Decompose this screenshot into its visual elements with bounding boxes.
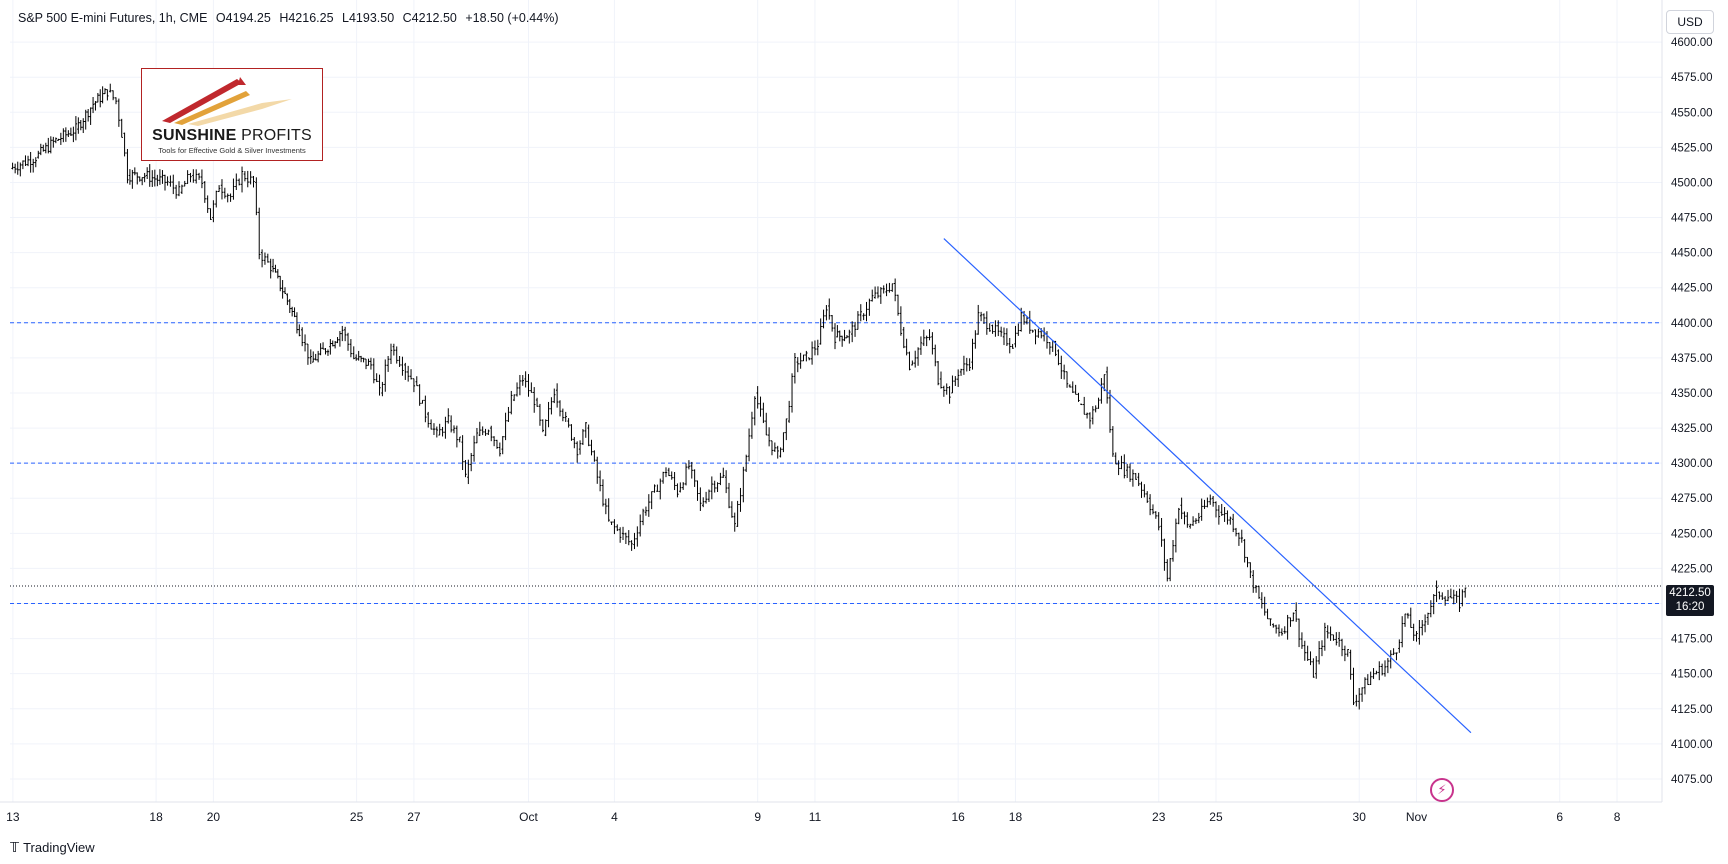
price-tick-label: 4600.00 [1671, 37, 1713, 49]
time-tick-label: 30 [1353, 810, 1367, 824]
price-tick-label: 4450.00 [1671, 248, 1713, 260]
chart-legend-header: S&P 500 E-mini Futures, 1h, CME O4194.25… [18, 11, 563, 25]
price-tick-label: 4175.00 [1671, 634, 1713, 646]
price-series [11, 83, 1467, 710]
time-tick-label: 27 [407, 810, 421, 824]
lightning-icon[interactable]: ⚡ [1430, 778, 1454, 802]
time-tick-label: Oct [519, 810, 538, 824]
time-tick-label: Nov [1406, 810, 1427, 824]
logo-tagline: Tools for Effective Gold & Silver Invest… [158, 146, 306, 155]
time-tick-label: 16 [951, 810, 965, 824]
price-tick-label: 4375.00 [1671, 353, 1713, 365]
horizontal-levels [10, 322, 1662, 605]
price-tick-label: 4475.00 [1671, 213, 1713, 225]
price-tick-label: 4100.00 [1671, 739, 1713, 751]
tradingview-brand: TradingView [23, 840, 95, 855]
price-tick-label: 4575.00 [1671, 72, 1713, 84]
change-value: +18.50 (+0.44%) [465, 11, 559, 25]
time-tick-label: 8 [1614, 810, 1621, 824]
price-axis[interactable]: 4075.004100.004125.004150.004175.004200.… [1671, 37, 1713, 786]
logo-swoosh-icon [162, 77, 292, 126]
price-tick-label: 4325.00 [1671, 423, 1713, 435]
currency-button[interactable]: USD [1666, 10, 1714, 34]
time-tick-label: 4 [611, 810, 618, 824]
symbol-label[interactable]: S&P 500 E-mini Futures, 1h, CME [18, 11, 208, 25]
time-tick-label: 13 [6, 810, 20, 824]
price-tick-label: 4300.00 [1671, 458, 1713, 470]
logo-brand-text: SUNSHINE PROFITS [142, 127, 322, 145]
price-tick-label: 4500.00 [1671, 177, 1713, 189]
logo-brand-thin: PROFITS [241, 127, 312, 144]
price-tick-label: 4225.00 [1671, 563, 1713, 575]
time-tick-label: 25 [1209, 810, 1223, 824]
price-tick-label: 4350.00 [1671, 388, 1713, 400]
tradingview-attribution[interactable]: 𝕋 TradingView [10, 840, 95, 856]
logo-brand-bold: SUNSHINE [152, 127, 237, 144]
price-tick-label: 4400.00 [1671, 318, 1713, 330]
price-tick-label: 4550.00 [1671, 107, 1713, 119]
sunshine-profits-logo: SUNSHINE PROFITS Tools for Effective Gol… [141, 68, 323, 161]
bar-countdown: 16:20 [1675, 601, 1705, 613]
trendline[interactable] [943, 238, 1472, 734]
time-tick-label: 6 [1556, 810, 1563, 824]
time-tick-label: 23 [1152, 810, 1166, 824]
time-tick-label: 9 [754, 810, 761, 824]
time-tick-label: 18 [149, 810, 163, 824]
high-value: H4216.25 [279, 11, 334, 25]
time-tick-label: 20 [207, 810, 221, 824]
tradingview-logo-icon: 𝕋 [10, 840, 20, 855]
close-value: C4212.50 [402, 11, 457, 25]
time-tick-label: 18 [1009, 810, 1023, 824]
price-tick-label: 4125.00 [1671, 704, 1713, 716]
price-tick-label: 4150.00 [1671, 669, 1713, 681]
price-tick-label: 4250.00 [1671, 528, 1713, 540]
price-tick-label: 4075.00 [1671, 774, 1713, 786]
price-tick-label: 4425.00 [1671, 283, 1713, 295]
open-value: O4194.25 [215, 11, 271, 25]
time-axis[interactable]: 13 18 20 25 27 Oct 4 9 11 16 18 23 25 30 Nov 6 8 [6, 810, 1621, 824]
last-price-value: 4212.50 [1669, 587, 1711, 599]
low-value: L4193.50 [342, 11, 395, 25]
time-tick-label: 25 [350, 810, 364, 824]
time-tick-label: 11 [809, 810, 822, 824]
price-tick-label: 4525.00 [1671, 142, 1713, 154]
last-price-tag: 4212.50 16:20 [1666, 585, 1714, 616]
price-tick-label: 4275.00 [1671, 493, 1713, 505]
